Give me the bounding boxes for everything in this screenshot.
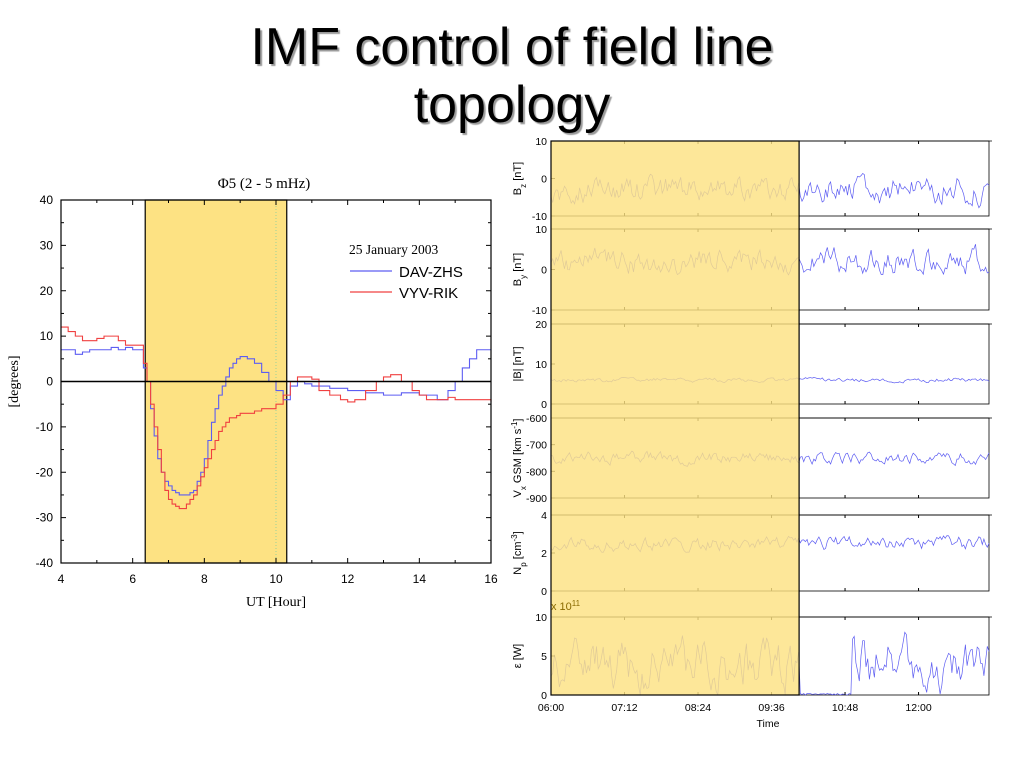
multiplier-label: x 1011 <box>551 599 581 614</box>
panel-ylabel: Vx GSM [km s-1] <box>510 419 528 498</box>
y-tick-label: -20 <box>36 465 54 479</box>
x-tick-label: 14 <box>413 572 427 586</box>
panel-y-tick-label: -700 <box>526 440 547 452</box>
x-tick-label: 6 <box>129 572 136 586</box>
panel-ylabel: By [nT] <box>512 253 528 286</box>
slide-title-line1: IMF control of field line <box>250 18 774 76</box>
chart-title: Φ5 (2 - 5 mHz) <box>218 176 311 192</box>
y-tick-label: -10 <box>36 420 54 434</box>
panel-ylabel: Bz [nT] <box>512 162 528 195</box>
multiplier-exponent: 11 <box>572 599 581 608</box>
panel-ylabel: Np [cm-3] <box>510 531 528 574</box>
panel-y-tick-label: -10 <box>532 211 547 223</box>
time-tick-label: 10:48 <box>832 702 858 714</box>
panel-ylabel-main: B <box>512 279 524 286</box>
y-tick-label: -30 <box>36 511 54 525</box>
time-tick-label: 09:36 <box>758 702 784 714</box>
panel-series-line <box>798 244 990 276</box>
panel-series-line <box>798 377 990 384</box>
panel-y-tick-label: 0 <box>541 399 547 411</box>
panel-y-tick-label: 0 <box>541 586 547 598</box>
y-tick-label: 30 <box>40 238 54 252</box>
slide-title-line2: topology <box>413 76 611 134</box>
panel-ylabel-main: V <box>512 489 524 497</box>
x-axis-label: UT [Hour] <box>246 595 306 610</box>
panel-ylabel-unit-end: ] <box>512 531 524 534</box>
panel-ylabel: ε [W] <box>512 644 524 668</box>
panel-y-tick-label: -800 <box>526 466 547 478</box>
panel-y-tick-label: 0 <box>541 690 547 702</box>
legend-label-vyv-rik: VYV-RIK <box>399 285 458 302</box>
series-line-vyv-rik <box>61 326 492 510</box>
y-tick-label: 10 <box>40 329 54 343</box>
date-annotation: 25 January 2003 <box>349 242 438 257</box>
panel-y-tick-label: 10 <box>535 359 547 371</box>
x-tick-label: 12 <box>341 572 355 586</box>
panel-ylabel-sub: p <box>519 562 528 567</box>
y-tick-label: 0 <box>46 375 53 389</box>
panel-series-line <box>798 173 990 209</box>
time-axis-label: Time <box>757 718 780 730</box>
panel-ylabel-main: |B| [nT] <box>512 346 524 381</box>
panel-y-tick-label: 4 <box>541 510 547 522</box>
panel-ylabel-sup: -3 <box>510 534 519 542</box>
panel-y-tick-label: -600 <box>526 413 547 425</box>
panel-y-tick-label: 5 <box>541 651 547 663</box>
panel-ylabel-sub: y <box>519 275 528 279</box>
x-tick-label: 8 <box>201 572 208 586</box>
time-tick-label: 07:12 <box>611 702 637 714</box>
panel-ylabel-unit: GSM [km s <box>512 428 524 486</box>
x-tick-label: 10 <box>269 572 283 586</box>
y-tick-label: 20 <box>40 284 54 298</box>
legend-label-dav-zhs: DAV-ZHS <box>399 264 463 281</box>
panel-ylabel-sub: z <box>519 184 528 188</box>
panel-ylabel-unit: [cm <box>512 542 524 563</box>
panel-ylabel-main: B <box>512 188 524 195</box>
panel-series-line <box>798 535 990 551</box>
panel-y-tick-label: 10 <box>535 136 547 148</box>
panel-ylabel-main: N <box>512 567 524 575</box>
panel-ylabel-main: ε [W] <box>512 644 524 668</box>
panel-y-tick-label: -900 <box>526 493 547 505</box>
panel-y-tick-label: -10 <box>532 305 547 317</box>
panel-ylabel-unit: [nT] <box>512 253 524 275</box>
panel-y-tick-label: 20 <box>535 319 547 331</box>
panel-ylabel-sup: -1 <box>510 421 519 429</box>
panel-y-tick-label: 0 <box>541 265 547 277</box>
slide-title: IMF control of field line topology <box>0 18 1024 134</box>
panel-ylabel-unit: [nT] <box>512 162 524 184</box>
y-tick-label: 40 <box>40 193 54 207</box>
x-tick-label: 4 <box>58 572 65 586</box>
panel-y-tick-label: 10 <box>535 224 547 236</box>
x-tick-label: 16 <box>484 572 498 586</box>
panel-ylabel-unit-end: ] <box>512 419 524 422</box>
time-tick-label: 06:00 <box>538 702 564 714</box>
multiplier-base: x 10 <box>551 601 572 613</box>
time-tick-label: 12:00 <box>905 702 931 714</box>
y-axis-label: [degrees] <box>7 355 22 407</box>
time-tick-label: 08:24 <box>685 702 711 714</box>
panel-ylabel: |B| [nT] <box>512 346 524 381</box>
panel-series-line <box>798 451 990 467</box>
panel-y-tick-label: 10 <box>535 612 547 624</box>
highlight-band-right <box>550 140 800 696</box>
panel-ylabel-sub: x <box>519 486 528 490</box>
panel-series-line <box>798 631 990 696</box>
y-tick-label: -40 <box>36 556 54 570</box>
panel-y-tick-label: 2 <box>541 548 547 560</box>
panel-y-tick-label: 0 <box>541 174 547 186</box>
